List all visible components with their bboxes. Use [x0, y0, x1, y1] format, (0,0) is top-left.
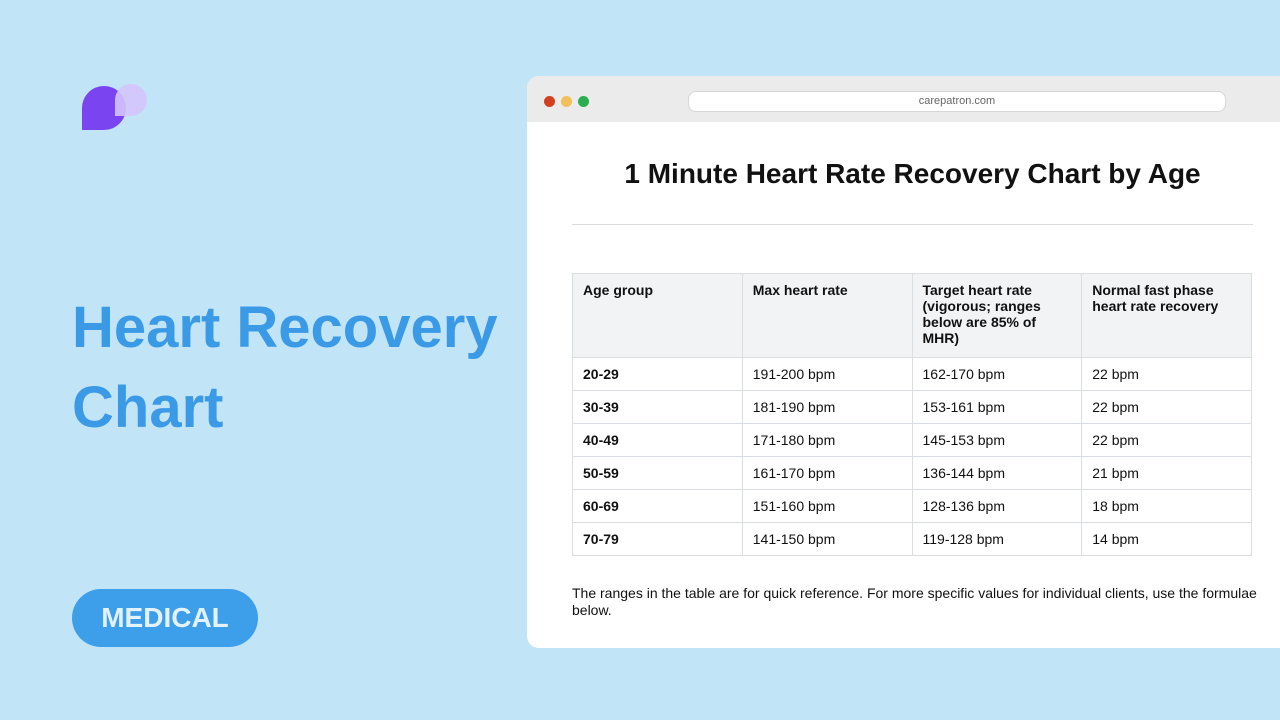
table-row: 60-69 151-160 bpm 128-136 bpm 18 bpm — [572, 489, 1252, 523]
table-cell: 151-160 bpm — [741, 489, 913, 523]
table-cell: 21 bpm — [1081, 456, 1252, 490]
close-dot — [544, 96, 555, 107]
table-cell: 40-49 — [572, 423, 743, 457]
table-cell: 30-39 — [572, 390, 743, 424]
browser-bar: carepatron.com — [527, 76, 1280, 122]
table-cell: 141-150 bpm — [741, 522, 913, 556]
url-bar[interactable]: carepatron.com — [688, 91, 1226, 112]
table-cell: 145-153 bpm — [911, 423, 1083, 457]
table-cell: 22 bpm — [1081, 357, 1252, 391]
table-cell: 20-29 — [572, 357, 743, 391]
document-title: 1 Minute Heart Rate Recovery Chart by Ag… — [624, 158, 1201, 189]
table-cell: 171-180 bpm — [741, 423, 913, 457]
note: The ranges in the table are for quick re… — [572, 585, 1257, 618]
table-cell: 50-59 — [572, 456, 743, 490]
table-cell: 18 bpm — [1081, 489, 1252, 523]
table-cell: 119-128 bpm — [911, 522, 1083, 556]
maximize-dot — [578, 96, 589, 107]
header-cell: Age group — [572, 273, 743, 358]
browser-window: carepatron.com 1 Minute Heart Rate Recov… — [527, 76, 1280, 648]
table-cell: 191-200 bpm — [741, 357, 913, 391]
table-cell: 181-190 bpm — [741, 390, 913, 424]
header-row: Age group Max heart rate Target heart rate… — [572, 273, 1252, 358]
table-row: 50-59 161-170 bpm 136-144 bpm 21 bpm — [572, 456, 1252, 490]
table-cell: 161-170 bpm — [741, 456, 913, 490]
table-cell: 153-161 bpm — [911, 390, 1083, 424]
data-table: Age group Max heart rate Target heart rate… — [572, 273, 1252, 556]
header-cell: Normal fast phase heart rate recovery — [1081, 273, 1252, 358]
table-cell: 22 bpm — [1081, 390, 1252, 424]
table-cell: 128-136 bpm — [911, 489, 1083, 523]
header-cell: Target heart rate (vigorous; ranges belo… — [911, 273, 1083, 358]
table-cell: 136-144 bpm — [911, 456, 1083, 490]
table-cell: 22 bpm — [1081, 423, 1252, 457]
table-row: 70-79 141-150 bpm 119-128 bpm 14 bpm — [572, 522, 1252, 556]
table-cell: 162-170 bpm — [911, 357, 1083, 391]
table-row: 40-49 171-180 bpm 145-153 bpm 22 bpm — [572, 423, 1252, 457]
table-cell: 60-69 — [572, 489, 743, 523]
table-row: 20-29 191-200 bpm 162-170 bpm 22 bpm — [572, 357, 1252, 391]
table-cell: 70-79 — [572, 522, 743, 556]
logo — [82, 84, 147, 130]
divider — [572, 224, 1253, 225]
table-cell: 14 bpm — [1081, 522, 1252, 556]
header-cell: Max heart rate — [741, 273, 913, 358]
minimize-dot — [561, 96, 572, 107]
hero-title: Heart Recovery Chart — [72, 295, 498, 440]
table-row: 30-39 181-190 bpm 153-161 bpm 22 bpm — [572, 390, 1252, 424]
category-tag: MEDICAL — [72, 589, 258, 647]
